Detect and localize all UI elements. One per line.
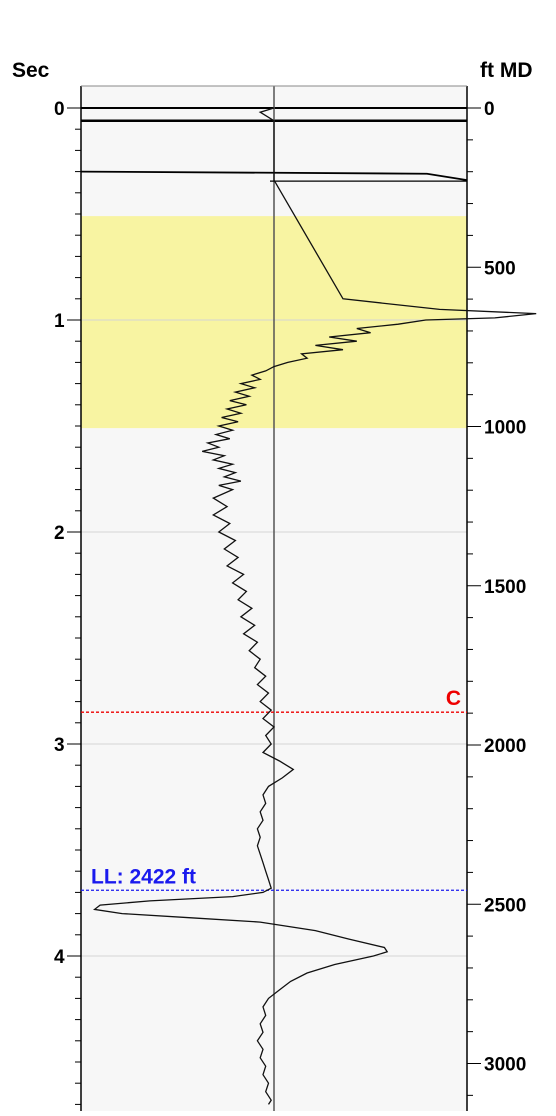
left-axis-title: Sec [12, 59, 50, 82]
right-tick-label: 3000 [484, 1055, 526, 1076]
right-tick-label: 2000 [484, 736, 526, 757]
right-tick-label: 500 [484, 258, 516, 279]
left-tick-label: 3 [54, 735, 65, 756]
marker-label: LL: 2422 ft [91, 865, 196, 888]
right-tick-label: 0 [484, 99, 495, 120]
right-tick-label: 2500 [484, 895, 526, 916]
left-tick-label: 2 [54, 523, 65, 544]
marker-label: C [446, 687, 461, 710]
right-tick-label: 1500 [484, 577, 526, 598]
right-tick-label: 1000 [484, 418, 526, 439]
seismic-trace [93, 107, 537, 1105]
right-axis-title: ft MD [480, 59, 532, 82]
left-tick-label: 1 [54, 311, 65, 332]
left-tick-label: 4 [54, 947, 65, 968]
left-tick-label: 0 [54, 99, 65, 120]
reflector-line [80, 170, 468, 181]
